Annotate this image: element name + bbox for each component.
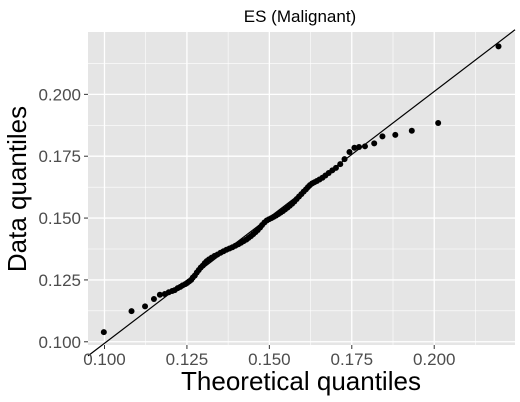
y-tick-label: 0.200 [38,85,81,104]
data-point [495,43,502,50]
data-point [142,303,149,310]
data-point [100,329,107,336]
data-point [150,295,157,302]
x-axis-ticks: 0.100 0.125 0.150 0.175 0.200 [83,345,455,369]
y-tick-label: 0.150 [38,209,81,228]
x-tick-label: 0.175 [331,350,374,369]
y-tick-label: 0.125 [38,271,81,290]
x-tick-label: 0.150 [248,350,291,369]
data-points [100,43,502,336]
data-point [332,164,339,171]
y-axis-title: Data quantiles [2,106,32,272]
data-point [346,149,353,156]
data-point [379,133,386,140]
x-tick-label: 0.125 [166,350,209,369]
y-axis-ticks: 0.100 0.125 0.150 0.175 0.200 [38,85,88,352]
data-point [361,143,368,150]
data-point [408,127,415,134]
data-point [371,140,378,147]
data-point [337,161,344,168]
data-point [341,156,348,163]
y-tick-label: 0.175 [38,147,81,166]
major-gridlines [88,32,515,345]
data-point [356,144,363,151]
data-point [351,144,358,151]
x-tick-label: 0.100 [83,350,126,369]
data-point [156,291,163,298]
y-tick-label: 0.100 [38,333,81,352]
x-tick-label: 0.200 [413,350,456,369]
data-point [435,120,442,127]
chart-title: ES (Malignant) [244,7,356,26]
data-point [128,308,135,315]
data-point [392,131,399,138]
x-axis-title: Theoretical quantiles [181,366,421,396]
